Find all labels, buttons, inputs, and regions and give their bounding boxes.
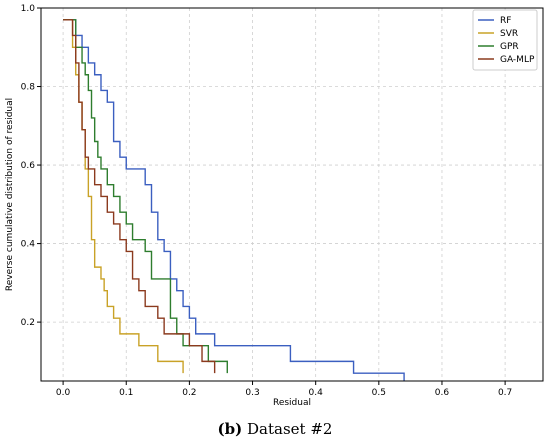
x-tick-label: 0.4	[309, 388, 324, 398]
caption-text: Dataset #2	[247, 420, 333, 438]
legend-label-ga-mlp: GA-MLP	[500, 55, 535, 65]
x-tick-label: 0.7	[498, 388, 512, 398]
legend-label-rf: RF	[500, 16, 511, 26]
y-tick-label: 0.8	[21, 83, 36, 93]
legend-label-svr: SVR	[500, 29, 518, 39]
caption-label: (b)	[217, 420, 243, 438]
x-axis-label: Residual	[273, 398, 311, 408]
legend: RF SVR GPR GA-MLP	[472, 9, 538, 71]
x-tick-label: 0.3	[245, 388, 259, 398]
series-line-gpr	[63, 19, 228, 374]
figure-caption: (b) Dataset #2	[0, 420, 550, 438]
series-lines	[63, 19, 405, 381]
grid	[41, 7, 543, 381]
axis-ticks: 0.0 0.1 0.2 0.3 0.4 0.5 0.6 0.7 0.2 0.4 0.6 0.8 1.0	[21, 4, 513, 398]
y-tick-label: 1.0	[21, 4, 36, 14]
x-tick-label: 0.2	[182, 388, 196, 398]
plot-frame	[40, 7, 544, 382]
residual-distribution-chart: 0.0 0.1 0.2 0.3 0.4 0.5 0.6 0.70.20.40.60.81.0 …	[5, 4, 544, 408]
x-tick-label: 0.1	[119, 388, 133, 398]
y-tick-label: 0.4	[21, 240, 36, 250]
legend-box	[472, 9, 538, 71]
y-axis-label: Reverse cumulative distribution of resid…	[5, 98, 15, 291]
x-tick-label: 0.6	[435, 388, 450, 398]
series-line-rf	[63, 19, 405, 381]
series-line-svr	[63, 19, 184, 374]
x-tick-label: 0.5	[372, 388, 386, 398]
y-tick-label: 0.2	[21, 318, 35, 328]
y-tick-label: 0.6	[21, 161, 36, 171]
x-tick-label: 0.0	[56, 388, 71, 398]
legend-label-gpr: GPR	[500, 42, 519, 52]
series-line-ga-mlp	[63, 19, 216, 374]
